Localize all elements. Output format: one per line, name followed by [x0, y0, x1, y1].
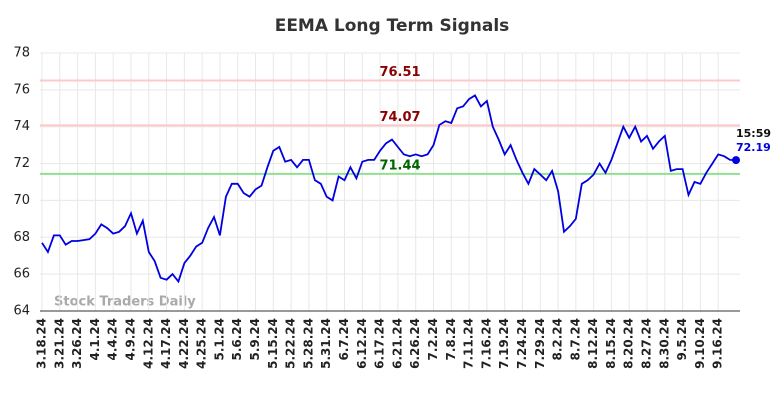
x-tick-label: 4.12.24: [141, 318, 155, 369]
last-value: 72.19: [736, 141, 771, 154]
y-tick-label: 66: [13, 267, 30, 282]
x-tick-label: 5.15.24: [266, 318, 280, 369]
x-tick-label: 5.6.24: [230, 318, 244, 361]
x-tick-label: 6.26.24: [408, 318, 422, 369]
x-tick-label: 8.20.24: [622, 318, 636, 369]
reference-label: 74.07: [379, 110, 420, 125]
x-tick-label: 7.8.24: [444, 318, 458, 361]
x-tick-label: 4.9.24: [123, 318, 137, 361]
x-tick-label: 8.7.24: [568, 318, 582, 361]
y-tick-label: 74: [13, 119, 30, 134]
last-point: [732, 156, 740, 165]
y-tick-label: 70: [13, 193, 30, 208]
y-tick-label: 64: [13, 304, 30, 319]
x-tick-label: 7.16.24: [479, 318, 493, 369]
x-tick-label: 3.21.24: [52, 318, 66, 369]
x-tick-label: 4.25.24: [195, 318, 209, 369]
y-tick-label: 76: [13, 82, 30, 97]
x-tick-label: 8.30.24: [657, 318, 671, 369]
x-tick-label: 4.1.24: [88, 318, 102, 361]
x-tick-label: 7.11.24: [462, 318, 476, 369]
x-tick-label: 5.28.24: [301, 318, 315, 369]
chart-title: EEMA Long Term Signals: [275, 16, 510, 36]
x-tick-label: 7.2.24: [426, 318, 440, 361]
last-time: 15:59: [736, 127, 771, 140]
x-tick-label: 5.31.24: [319, 318, 333, 369]
x-tick-label: 5.22.24: [284, 318, 298, 369]
x-tick-label: 8.27.24: [640, 318, 654, 369]
x-tick-label: 5.9.24: [248, 318, 262, 361]
series-line: [41, 94, 737, 284]
x-tick-label: 6.12.24: [355, 318, 369, 369]
y-tick-label: 72: [13, 156, 30, 171]
x-tick-label: 6.17.24: [373, 318, 387, 369]
x-tick-label: 8.12.24: [586, 318, 600, 369]
x-tick-label: 4.22.24: [177, 318, 191, 369]
x-tick-label: 7.29.24: [533, 318, 547, 369]
y-tick-label: 78: [13, 46, 30, 61]
x-tick-label: 4.17.24: [159, 318, 173, 369]
y-tick-label: 68: [13, 230, 30, 245]
x-tick-label: 4.4.24: [106, 318, 120, 361]
x-tick-label: 9.10.24: [693, 318, 707, 369]
x-tick-label: 9.16.24: [711, 318, 725, 369]
reference-label: 76.51: [379, 65, 420, 80]
x-tick-label: 7.24.24: [515, 318, 529, 369]
x-tick-label: 8.15.24: [604, 318, 618, 369]
x-tick-label: 8.2.24: [551, 318, 565, 361]
reference-label: 71.44: [379, 158, 420, 173]
x-tick-label: 6.21.24: [390, 318, 404, 369]
x-tick-label: 6.7.24: [337, 318, 351, 361]
x-tick-label: 9.5.24: [675, 318, 689, 361]
x-tick-label: 5.1.24: [212, 318, 226, 361]
watermark: Stock Traders Daily: [54, 295, 196, 310]
x-tick-label: 3.26.24: [70, 318, 84, 369]
x-tick-label: 3.18.24: [35, 318, 49, 369]
x-tick-label: 7.19.24: [497, 318, 511, 369]
